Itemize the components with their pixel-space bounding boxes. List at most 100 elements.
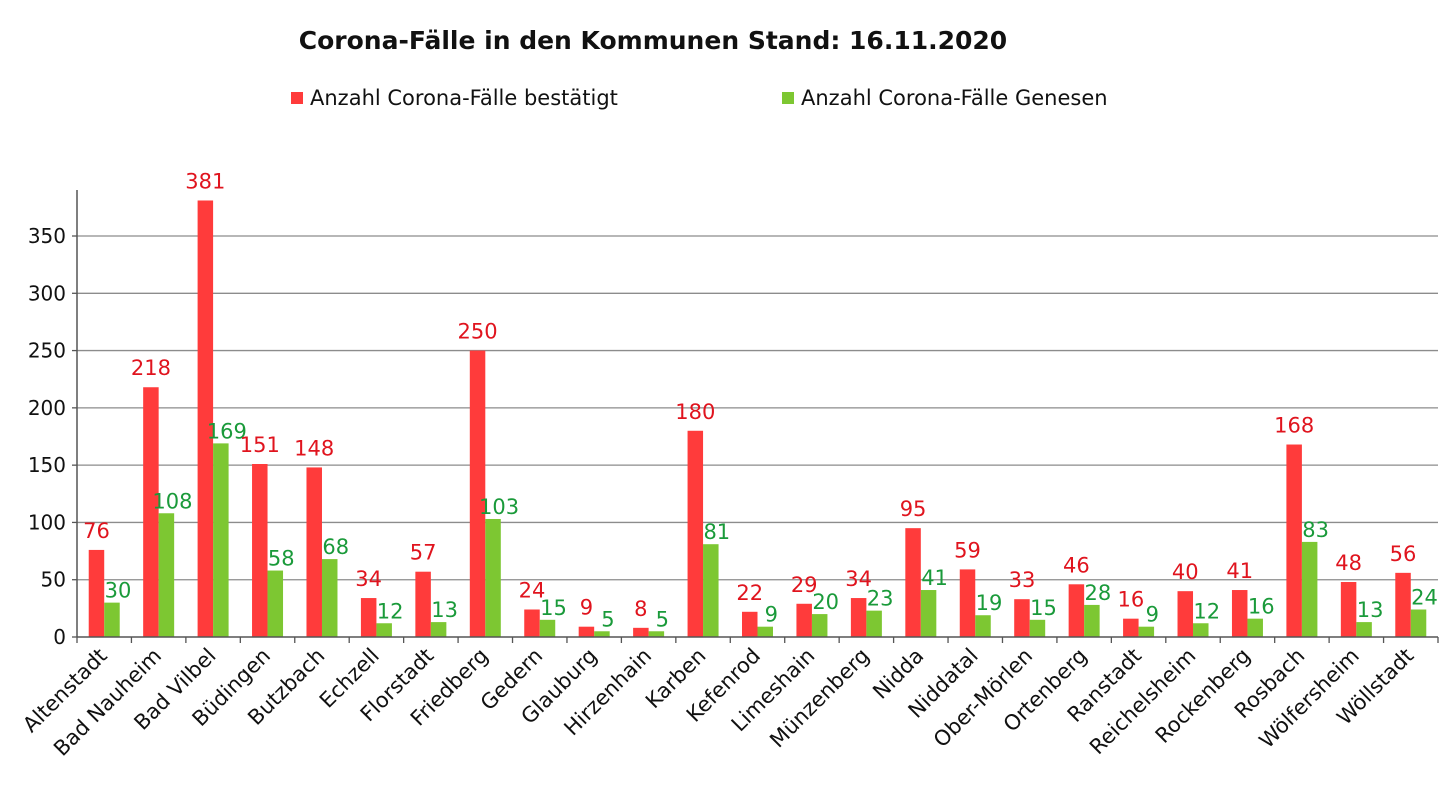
bar-confirmed — [796, 603, 812, 637]
legend-label-confirmed: Anzahl Corona-Fälle bestätigt — [310, 86, 618, 110]
bar-recovered — [213, 443, 229, 637]
data-label-recovered: 108 — [152, 489, 192, 513]
bar-confirmed — [524, 609, 540, 637]
data-label-confirmed: 8 — [634, 597, 647, 621]
bar-confirmed — [742, 611, 758, 637]
data-label-recovered: 15 — [540, 596, 567, 620]
y-tick-label: 0 — [53, 625, 66, 649]
bar-recovered — [594, 631, 610, 637]
data-label-confirmed: 151 — [240, 433, 280, 457]
data-label-confirmed: 218 — [131, 356, 171, 380]
data-label-recovered: 16 — [1248, 595, 1275, 619]
bar-confirmed — [1395, 572, 1411, 637]
bar-confirmed — [959, 569, 976, 637]
bar-confirmed — [469, 350, 486, 637]
data-label-confirmed: 381 — [185, 169, 225, 193]
y-tick-label: 50 — [41, 568, 66, 592]
data-label-confirmed: 57 — [410, 541, 437, 565]
bar-recovered — [376, 623, 392, 637]
data-label-recovered: 5 — [601, 607, 614, 631]
bar-recovered — [866, 610, 882, 637]
legend-swatch-confirmed — [291, 92, 303, 104]
data-label-confirmed: 40 — [1172, 560, 1199, 584]
data-label-recovered: 13 — [431, 598, 458, 622]
legend-swatch-recovered — [782, 92, 794, 104]
bar-confirmed — [633, 627, 649, 637]
data-label-recovered: 12 — [377, 599, 404, 623]
legend-item-confirmed: Anzahl Corona-Fälle bestätigt — [291, 86, 618, 110]
bar-recovered — [1410, 609, 1427, 637]
data-label-confirmed: 180 — [675, 400, 715, 424]
bar-recovered — [1084, 604, 1100, 637]
data-label-confirmed: 33 — [1009, 568, 1036, 592]
bar-recovered — [920, 590, 937, 637]
y-tick-label: 150 — [28, 453, 66, 477]
data-label-recovered: 13 — [1357, 598, 1384, 622]
data-label-recovered: 83 — [1302, 518, 1329, 542]
data-label-confirmed: 34 — [845, 567, 872, 591]
y-tick-label: 100 — [28, 510, 66, 534]
bar-confirmed — [905, 528, 921, 637]
bar-confirmed — [143, 387, 159, 637]
legend-label-recovered: Anzahl Corona-Fälle Genesen — [801, 86, 1108, 110]
data-label-recovered: 9 — [1146, 603, 1159, 627]
bar-confirmed — [1231, 590, 1248, 637]
bar-recovered — [267, 570, 284, 637]
data-label-confirmed: 59 — [954, 538, 981, 562]
bar-confirmed — [578, 626, 595, 637]
bar-recovered — [811, 614, 828, 637]
bar-confirmed — [1014, 599, 1030, 637]
data-label-confirmed: 48 — [1335, 551, 1362, 575]
data-label-confirmed: 95 — [900, 497, 927, 521]
data-label-confirmed: 9 — [580, 596, 593, 620]
bar-recovered — [430, 622, 447, 637]
bar-recovered — [104, 602, 120, 637]
bar-recovered — [1356, 622, 1372, 637]
data-label-confirmed: 56 — [1390, 542, 1417, 566]
y-tick-label: 200 — [28, 396, 66, 420]
data-label-confirmed: 41 — [1226, 559, 1253, 583]
data-label-recovered: 169 — [207, 419, 247, 443]
bars — [88, 200, 1427, 638]
bar-recovered — [648, 631, 665, 637]
bar-confirmed — [687, 430, 704, 637]
bar-recovered — [485, 518, 501, 637]
data-label-confirmed: 16 — [1117, 588, 1144, 612]
data-label-recovered: 28 — [1085, 581, 1112, 605]
bar-confirmed — [1340, 582, 1357, 637]
y-tick-label: 250 — [28, 339, 66, 363]
data-label-recovered: 103 — [479, 495, 519, 519]
bar-confirmed — [88, 549, 105, 637]
bar-recovered — [703, 544, 719, 637]
data-label-recovered: 12 — [1193, 599, 1220, 623]
data-label-confirmed: 34 — [355, 567, 382, 591]
data-label-recovered: 30 — [105, 579, 132, 603]
data-labels: 7630218108381169151581486834125713250103… — [83, 169, 1438, 631]
bar-recovered — [1029, 619, 1046, 637]
bar-confirmed — [1068, 584, 1085, 637]
data-label-confirmed: 22 — [736, 581, 763, 605]
bar-recovered — [539, 619, 556, 637]
data-label-confirmed: 76 — [83, 519, 110, 543]
bar-recovered — [1247, 618, 1263, 637]
data-label-confirmed: 148 — [294, 436, 334, 460]
data-label-confirmed: 250 — [458, 320, 498, 344]
data-label-recovered: 68 — [322, 535, 349, 559]
legend-item-recovered: Anzahl Corona-Fälle Genesen — [782, 86, 1108, 110]
data-label-recovered: 81 — [703, 520, 730, 544]
bar-confirmed — [252, 463, 268, 637]
y-tick-label: 300 — [28, 281, 66, 305]
bar-recovered — [321, 559, 338, 637]
bar-confirmed — [1286, 444, 1302, 637]
gridlines — [77, 235, 1438, 581]
data-label-confirmed: 46 — [1063, 553, 1090, 577]
data-label-confirmed: 29 — [791, 573, 818, 597]
data-label-recovered: 5 — [656, 607, 669, 631]
data-label-recovered: 58 — [268, 547, 295, 571]
data-label-recovered: 24 — [1411, 586, 1438, 610]
bar-recovered — [757, 626, 773, 637]
y-tick-label: 350 — [28, 224, 66, 248]
data-label-confirmed: 24 — [519, 579, 546, 603]
